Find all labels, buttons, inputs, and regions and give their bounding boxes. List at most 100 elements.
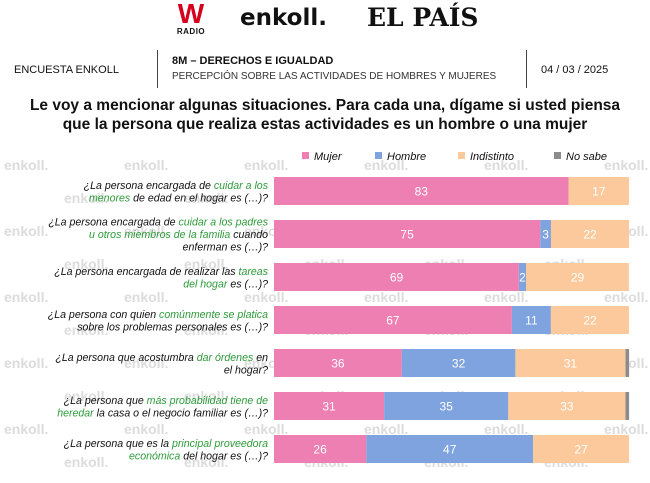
watermark-text: enkoll. <box>244 421 288 437</box>
data-label: 26 <box>313 443 327 457</box>
question-line-1: Le voy a mencionar algunas situaciones. … <box>29 97 621 114</box>
survey-name: ENCUESTA ENKOLL <box>14 64 119 76</box>
category-highlight: económica <box>129 450 180 462</box>
bar-segment-no-sabe <box>625 349 630 377</box>
watermark-text: enkoll. <box>484 421 528 437</box>
category-highlight: heredar <box>57 407 94 419</box>
legend-swatch <box>554 152 561 159</box>
watermark-text: enkoll. <box>4 355 48 371</box>
category-text: la casa o el negocio familiar es (…)? <box>94 407 268 419</box>
watermark-text: enkoll. <box>184 388 228 404</box>
watermark-text: enkoll. <box>64 190 108 206</box>
bar-segment-hombre <box>366 435 534 463</box>
data-label: 67 <box>386 314 400 328</box>
category-label: ¿La persona con quien comúnmente se plat… <box>48 309 268 321</box>
watermark-text: enkoll. <box>124 157 168 173</box>
legend-swatch <box>375 152 382 159</box>
category-text: ¿La persona que es la <box>64 438 172 450</box>
category-highlight: principal proveedora <box>171 438 268 450</box>
category-text: ¿La persona encargada de realizar las <box>54 266 238 278</box>
watermark-text: enkoll. <box>124 355 168 371</box>
watermark-text: enkoll. <box>184 454 228 470</box>
category-text: ¿La persona que acostumbra <box>55 352 196 364</box>
data-label: 27 <box>574 443 588 457</box>
header-divider <box>157 50 158 88</box>
bar-segment-mujer <box>274 349 402 377</box>
category-label: enferman es (…)? <box>183 242 268 254</box>
data-label: 31 <box>564 357 578 371</box>
bar-segment-mujer <box>274 220 541 248</box>
category-label: ¿La persona que más probabilidad tiene d… <box>64 395 268 407</box>
bar-segment-indistinto <box>515 349 626 377</box>
category-label: del hogar es (…)? <box>183 278 268 290</box>
watermark-text: enkoll. <box>604 289 648 305</box>
data-label: 35 <box>440 400 454 414</box>
category-label: ¿La persona encargada de cuidar a los pa… <box>48 217 268 229</box>
watermark-text: enkoll. <box>604 157 648 173</box>
watermark-text: enkoll. <box>4 223 48 239</box>
category-text: ¿La persona que <box>64 395 147 407</box>
header-divider <box>526 50 527 88</box>
watermark-text: enkoll. <box>184 190 228 206</box>
w-logo-radio: RADIO <box>176 27 206 36</box>
category-highlight: u otros miembros de la familia <box>89 229 230 241</box>
enkoll-logo: enkoll. <box>240 5 327 31</box>
data-label: 22 <box>583 314 597 328</box>
bar-segment-hombre <box>519 263 527 291</box>
bar-segment-mujer <box>274 435 367 463</box>
category-label: ¿La persona encargada de cuidar a los <box>84 180 269 192</box>
watermark-text: enkoll. <box>64 388 108 404</box>
data-label: 3 <box>542 228 549 242</box>
logo-bar: W RADIO enkoll. EL PAÍS <box>0 0 650 46</box>
survey-date: 04 / 03 / 2025 <box>541 64 609 76</box>
data-label: 31 <box>322 400 336 414</box>
watermark-layer: enkoll. enkoll. enkoll. enkoll. enkoll. enkol… <box>4 157 648 470</box>
bar-segment-indistinto <box>526 263 629 291</box>
question-text: Le voy a mencionar algunas situaciones. … <box>0 96 650 134</box>
watermark-text: enkoll. <box>184 256 228 272</box>
watermark-text: enkoll. <box>124 223 168 239</box>
category-label: ¿La persona que es la principal proveedo… <box>64 438 268 450</box>
category-label: sobre los problemas personales es (…)? <box>77 321 268 333</box>
data-label: 83 <box>415 185 429 199</box>
watermark-text: enkoll. <box>484 289 528 305</box>
category-label: económica del hogar es (…)? <box>129 450 268 462</box>
header-title: 8M – DERECHOS E IGUALDAD <box>172 55 334 67</box>
data-label: 32 <box>452 357 466 371</box>
w-logo-letter: W <box>177 0 205 29</box>
category-text: el hogar? <box>224 364 268 376</box>
category-text: ¿La persona encargada de <box>84 180 214 192</box>
watermark-text: enkoll. <box>184 322 228 338</box>
watermark-text: enkoll. <box>364 289 408 305</box>
bar-segment-indistinto <box>533 435 629 463</box>
legend-swatch <box>302 152 309 159</box>
chart-legend: Mujer Hombre Indistinto No sabe <box>302 151 607 163</box>
watermark-text: enkoll. <box>244 157 288 173</box>
category-text: del hogar es (…)? <box>180 450 268 462</box>
category-text: de edad en el hogar es (…)? <box>130 192 268 204</box>
watermark-text: enkoll. <box>364 421 408 437</box>
data-label: 47 <box>443 443 457 457</box>
bar-segment-hombre <box>384 392 509 420</box>
watermark-text: enkoll. <box>4 289 48 305</box>
category-highlight: del hogar <box>183 278 228 290</box>
watermark-text: enkoll. <box>4 157 48 173</box>
data-label: 69 <box>390 271 404 285</box>
watermark-text: enkoll. <box>64 256 108 272</box>
category-text: ¿La persona encargada de <box>48 217 178 229</box>
watermark-text: enkoll. <box>604 421 648 437</box>
category-text: en <box>253 352 268 364</box>
data-label: 29 <box>571 271 585 285</box>
category-label: el hogar? <box>224 364 268 376</box>
category-label: menores de edad en el hogar es (…)? <box>89 192 268 204</box>
bar-segment-hombre <box>401 349 516 377</box>
el-pais-logo: EL PAÍS <box>367 3 479 32</box>
w-radio-logo: W RADIO <box>171 0 211 41</box>
bar-segment-indistinto <box>508 392 626 420</box>
watermark-text: enkoll. <box>64 322 108 338</box>
bar-segment-hombre <box>511 306 551 334</box>
watermark-text: enkoll. <box>124 421 168 437</box>
category-highlight: menores <box>89 192 131 204</box>
category-highlight: dar órdenes <box>197 352 254 364</box>
